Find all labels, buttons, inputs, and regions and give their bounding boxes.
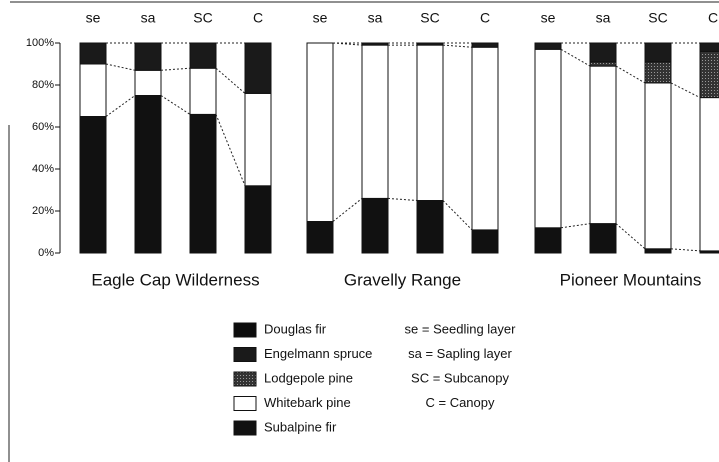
bar-segment	[589, 65, 617, 225]
connector	[215, 114, 246, 186]
connector	[215, 67, 246, 94]
bar-segment	[416, 200, 444, 254]
x-tick-label: SC	[193, 10, 212, 26]
y-tick-label: 80%	[32, 79, 54, 91]
x-tick-label: C	[253, 10, 263, 26]
bar-segment	[416, 44, 444, 201]
bar-segment	[306, 221, 334, 254]
bar-segment	[471, 229, 499, 254]
connector	[160, 95, 191, 115]
abbreviation: se = Seedling layer	[405, 321, 517, 336]
y-tick-label: 40%	[32, 163, 54, 175]
bar-segment	[644, 61, 672, 84]
connector	[160, 67, 191, 71]
abbreviation: sa = Sapling layer	[408, 346, 512, 361]
connector	[560, 48, 591, 67]
bar-segment	[589, 61, 617, 67]
bar-segment	[644, 42, 672, 63]
bar-segment	[589, 223, 617, 254]
bar-segment	[244, 92, 272, 187]
bar-segment	[534, 227, 562, 254]
legend-label: Lodgepole pine	[264, 370, 353, 385]
x-tick-label: sa	[596, 10, 611, 26]
connector	[105, 95, 136, 117]
bar-segment	[699, 50, 719, 99]
legend-swatch	[233, 347, 257, 362]
y-tick-label: 0%	[38, 247, 54, 259]
legend-swatch	[233, 420, 257, 436]
bar-segment	[699, 97, 719, 252]
abbreviation: C = Canopy	[425, 395, 495, 410]
x-tick-label: C	[708, 10, 718, 26]
bar-segment	[534, 42, 562, 50]
bar-segment	[189, 113, 217, 254]
x-tick-label: C	[480, 10, 490, 26]
panel-title: Eagle Cap Wilderness	[91, 270, 259, 289]
bar-segment	[534, 48, 562, 229]
connector	[442, 44, 473, 48]
legend-label: Whitebark pine	[264, 395, 351, 410]
x-tick-label: SC	[648, 10, 667, 26]
legend-swatch	[233, 371, 257, 387]
bar-segment	[361, 44, 389, 199]
bar-segment	[644, 248, 672, 254]
connector	[670, 248, 701, 252]
y-tick-label: 100%	[26, 37, 54, 49]
connector	[387, 197, 418, 201]
bar-segment	[699, 42, 719, 52]
bar-segment	[416, 42, 444, 46]
bar-segment	[361, 197, 389, 254]
connector	[332, 198, 363, 222]
bar-segment	[79, 63, 107, 117]
legend-label: Subalpine fir	[264, 419, 337, 434]
bar-segment	[244, 185, 272, 254]
legend-label: Engelmann spruce	[264, 346, 372, 361]
bar-segment	[79, 42, 107, 65]
bar-segment	[644, 82, 672, 250]
bar-segment	[244, 42, 272, 94]
legend-swatch	[233, 396, 257, 411]
bar-segment	[189, 42, 217, 69]
bar-segment	[189, 67, 217, 115]
bar-segment	[134, 95, 162, 254]
x-tick-label: se	[313, 10, 328, 26]
x-tick-label: sa	[368, 10, 383, 26]
bar-segment	[79, 116, 107, 254]
legend-swatch	[233, 322, 257, 338]
bar-segment	[134, 69, 162, 97]
panel-title: Gravelly Range	[344, 270, 461, 289]
x-tick-label: se	[541, 10, 556, 26]
connector	[560, 223, 591, 229]
connector	[615, 223, 646, 250]
connector	[670, 82, 701, 99]
legend-label: Douglas fir	[264, 321, 327, 336]
y-tick-label: 20%	[32, 205, 54, 217]
connector	[442, 200, 473, 231]
connector	[105, 63, 136, 71]
x-tick-label: sa	[141, 10, 156, 26]
x-tick-label: se	[86, 10, 101, 26]
panel-title: Pioneer Mountains	[560, 270, 702, 289]
connector	[615, 65, 646, 84]
bar-segment	[471, 46, 499, 231]
bar-segment	[134, 42, 162, 71]
x-tick-label: SC	[420, 10, 439, 26]
bar-segment	[361, 42, 389, 46]
bar-segment	[306, 42, 334, 222]
abbreviation: SC = Subcanopy	[411, 370, 509, 385]
bar-segment	[589, 42, 617, 63]
y-tick-label: 60%	[32, 121, 54, 133]
bar-segment	[471, 42, 499, 48]
